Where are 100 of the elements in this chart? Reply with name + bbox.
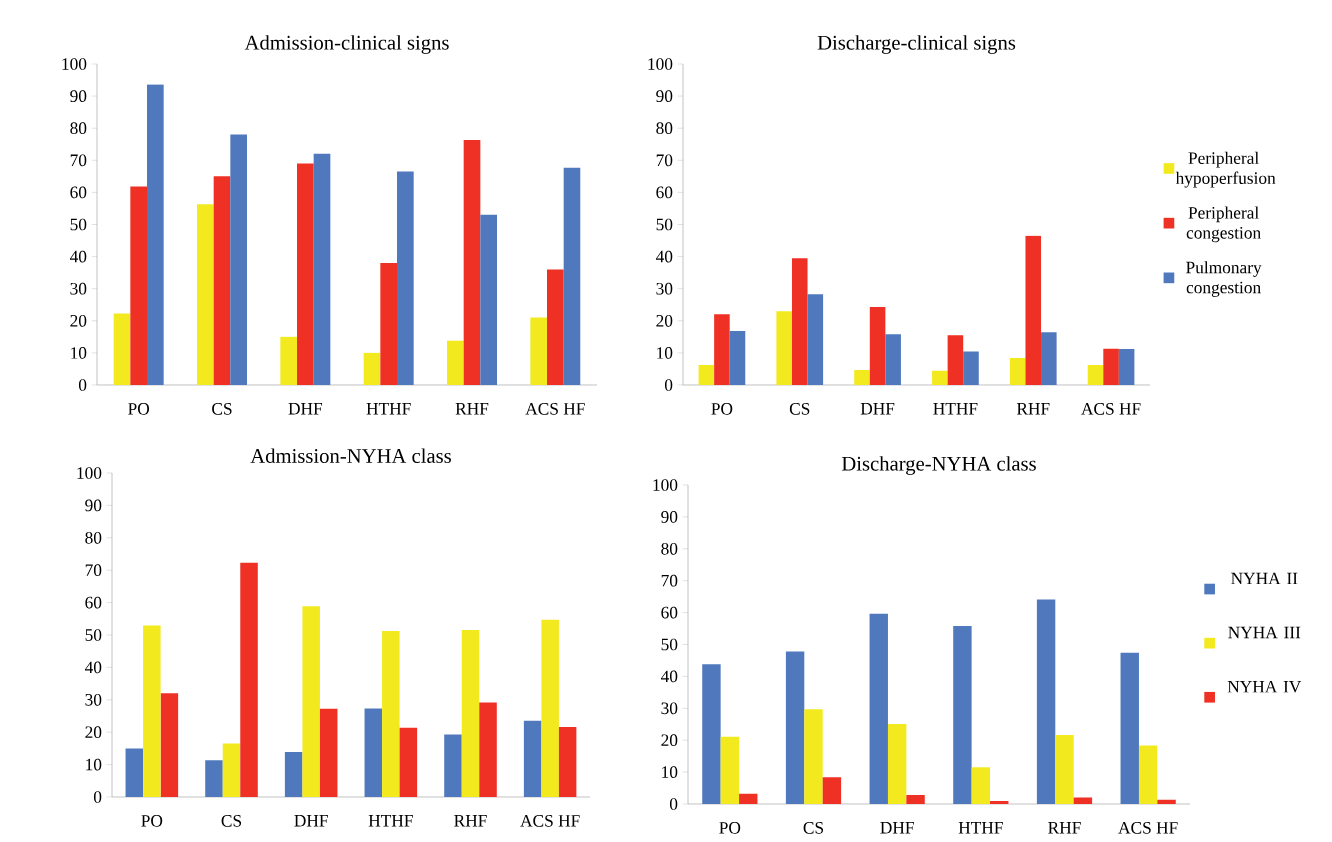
y-tick-label: 60	[70, 186, 87, 199]
y-tick-label: 90	[85, 499, 102, 512]
bar	[1055, 735, 1074, 804]
x-tick-label: HTHF	[958, 822, 1003, 834]
chart-title: Admission-clinical signs	[244, 35, 449, 54]
bar	[1118, 349, 1135, 385]
bar	[1103, 348, 1119, 385]
y-tick-label: 50	[656, 218, 673, 231]
y-tick-label: 70	[661, 574, 678, 587]
bar	[1025, 235, 1042, 385]
bar	[1087, 365, 1104, 385]
legend-label: Peripheral hypoperfusion	[1175, 151, 1276, 188]
y-tick-label: 80	[85, 531, 102, 544]
bar	[906, 795, 925, 804]
y-tick-label: 80	[70, 122, 87, 135]
bar	[240, 562, 258, 797]
bar	[702, 664, 721, 804]
y-tick-label: 0	[78, 379, 87, 391]
bar	[297, 163, 314, 385]
bar	[113, 313, 131, 385]
y-tick-label: 100	[648, 58, 673, 70]
bar	[822, 777, 842, 804]
bar	[230, 134, 248, 385]
x-tick-label: PO	[128, 403, 150, 415]
bar	[444, 734, 462, 797]
x-tick-label: PO	[711, 403, 733, 415]
y-tick-label: 100	[77, 467, 102, 479]
bar	[869, 306, 886, 385]
bar	[480, 214, 498, 385]
y-tick-label: 10	[657, 347, 673, 359]
bar	[785, 651, 805, 804]
x-tick-label: RHF	[455, 403, 489, 415]
bar	[953, 625, 972, 804]
bar	[125, 748, 144, 797]
bar	[541, 619, 559, 797]
y-tick-label: 30	[656, 282, 673, 295]
x-tick-label: ACS HF	[525, 403, 585, 415]
x-tick-label: CS	[212, 403, 232, 415]
bar	[932, 370, 948, 385]
bar	[1073, 797, 1093, 804]
y-tick-label: 30	[661, 702, 678, 715]
bar	[1120, 652, 1139, 804]
y-tick-label: 30	[70, 282, 87, 295]
y-tick-label: 100	[653, 479, 678, 491]
x-tick-label: RHF	[1016, 403, 1050, 415]
bar	[947, 335, 964, 385]
y-tick-label: 10	[86, 758, 102, 771]
y-tick-label: 90	[661, 511, 678, 523]
bar	[698, 365, 715, 385]
x-tick-label: ACS HF	[1081, 403, 1141, 415]
y-tick-label: 50	[85, 629, 102, 641]
bar	[160, 693, 179, 797]
x-tick-label: CS	[789, 403, 810, 415]
bar	[382, 631, 400, 797]
legend-label: NYHA II	[1231, 572, 1298, 585]
y-tick-label: 20	[656, 314, 673, 327]
y-tick-label: 60	[661, 606, 678, 619]
bar	[523, 720, 542, 797]
bar	[854, 369, 870, 385]
y-tick-label: 100	[62, 58, 87, 70]
bar	[990, 801, 1009, 804]
y-tick-label: 40	[660, 670, 678, 683]
y-tick-label: 50	[661, 638, 678, 651]
bar	[284, 751, 303, 797]
y-tick-label: 80	[656, 122, 673, 135]
bar	[313, 153, 331, 385]
y-tick-label: 20	[661, 734, 678, 747]
legend-label: Pulmonary congestion	[1186, 261, 1262, 297]
y-tick-label: 20	[70, 314, 87, 327]
bar	[1041, 332, 1057, 385]
y-tick-label: 80	[661, 542, 678, 555]
y-tick-label: 10	[662, 766, 678, 778]
bar	[1138, 745, 1158, 804]
x-tick-label: HTHF	[933, 403, 978, 415]
bar	[147, 84, 164, 385]
x-tick-label: RHF	[1048, 822, 1081, 834]
bar	[776, 311, 792, 385]
bar	[807, 294, 824, 385]
bar	[714, 314, 730, 385]
x-tick-label: CS	[221, 815, 242, 827]
bar	[447, 340, 464, 385]
legend-label: NYHA IV	[1227, 680, 1302, 693]
y-tick-label: 0	[93, 791, 102, 803]
y-tick-label: 10	[71, 347, 87, 359]
bar	[563, 167, 581, 385]
x-tick-label: DHF	[288, 403, 323, 415]
legend-label: Peripheral congestion	[1186, 206, 1261, 243]
y-tick-label: 40	[84, 661, 102, 674]
bar	[280, 336, 298, 385]
y-tick-label: 50	[70, 218, 87, 231]
bar	[130, 186, 148, 385]
x-tick-label: ACS HF	[1118, 822, 1178, 834]
bar	[804, 709, 823, 804]
bar	[205, 760, 223, 797]
bar	[791, 258, 808, 385]
y-tick-label: 30	[85, 693, 102, 706]
bar	[461, 630, 480, 797]
bar	[885, 334, 901, 385]
y-tick-label: 60	[656, 186, 673, 199]
x-tick-label: DHF	[294, 815, 328, 827]
